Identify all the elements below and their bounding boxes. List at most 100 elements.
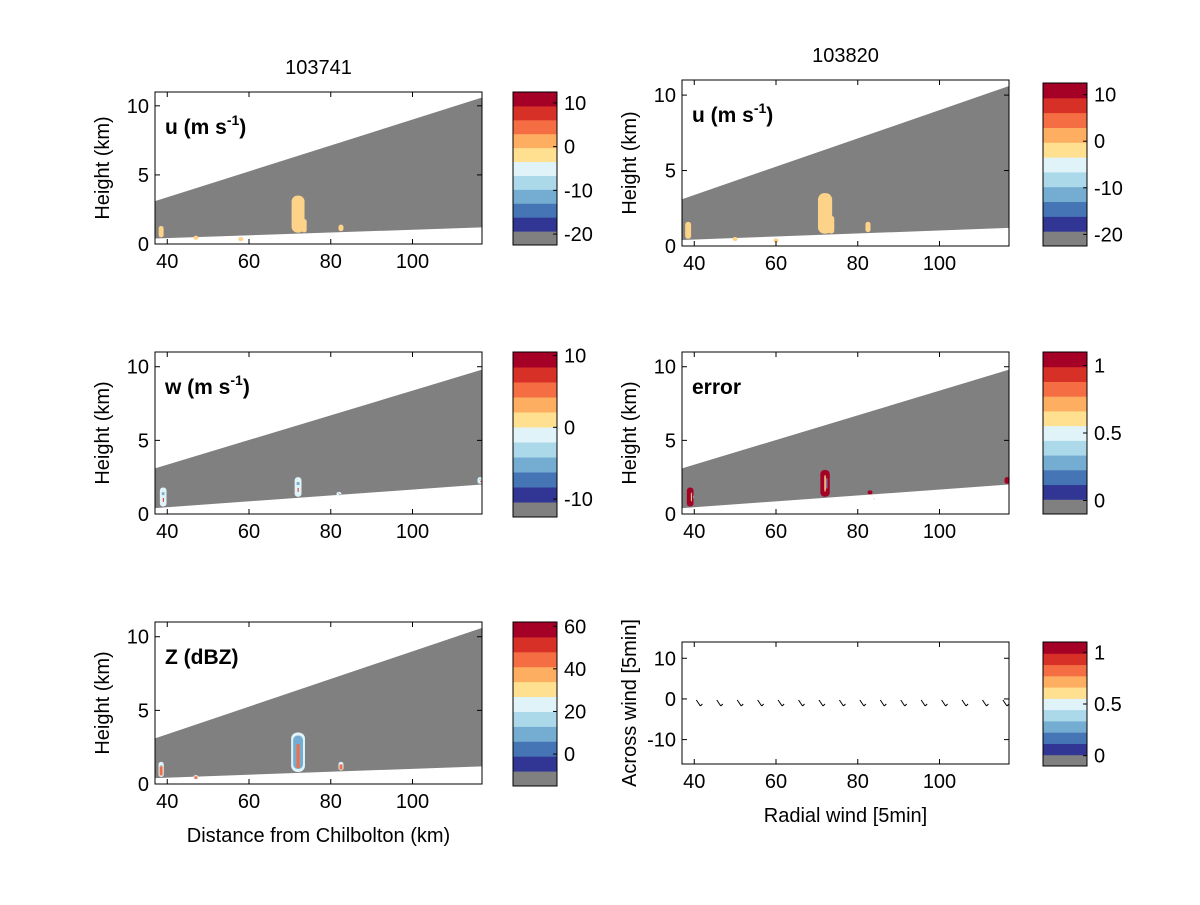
- error-core: [692, 495, 694, 499]
- wind-arrow: [961, 699, 967, 707]
- plot-area: [155, 97, 482, 242]
- colorbar-segment: [513, 133, 557, 149]
- colorbar-segment: [513, 412, 557, 428]
- error-ring: [824, 474, 826, 492]
- wind-arrow: [941, 699, 947, 707]
- colorbar-segment: [1043, 201, 1087, 217]
- x-tick-label: 60: [238, 251, 260, 273]
- x-tick-label: 100: [396, 251, 429, 273]
- colorbar-segment: [513, 666, 557, 683]
- x-tick-label: 100: [396, 521, 429, 543]
- colorbar-tick-label: 10: [564, 93, 586, 115]
- colorbar-segment: [513, 457, 557, 473]
- wind-arrow-head: [863, 703, 867, 707]
- colorbar-segment: [513, 189, 557, 204]
- wind-arrow: [838, 699, 844, 707]
- panel-label-text: u (m s: [692, 104, 754, 127]
- beam-swath: [155, 97, 482, 239]
- y-tick-label: 0: [665, 504, 676, 526]
- colorbar-tick-label: -10: [1094, 178, 1123, 200]
- wind-arrow: [1002, 699, 1008, 707]
- colorbar-segment: [513, 427, 557, 443]
- colorbar-segment: [513, 147, 557, 163]
- colorbar-tick-label: 40: [564, 659, 586, 681]
- colorbar-segment: [513, 161, 557, 176]
- wind-arrow: [818, 699, 824, 707]
- error-core: [826, 477, 828, 489]
- panel-label-closing: ): [243, 376, 250, 399]
- x-axis-label: Radial wind [5min]: [764, 805, 927, 827]
- wind-arrow-head: [924, 703, 928, 707]
- colorbar-segment: [1043, 698, 1087, 711]
- colorbar-segment: [1043, 440, 1087, 456]
- beam-swath: [682, 86, 1009, 240]
- wind-arrow: [777, 699, 783, 707]
- x-tick-label: 60: [765, 253, 787, 275]
- x-tick-label: 80: [847, 253, 869, 275]
- colorbar-segment: [1043, 743, 1087, 756]
- colorbar-segment: [513, 382, 557, 398]
- error-ring: [871, 495, 873, 497]
- colorbar-segment: [1043, 97, 1087, 114]
- colorbar-frame: [512, 351, 558, 518]
- axes-frame: [681, 351, 1010, 515]
- panel-label-superscript: -1: [754, 100, 767, 116]
- wind-arrow: [982, 699, 987, 707]
- updraft-core: [480, 480, 482, 483]
- wind-arrow-head: [822, 703, 826, 707]
- colorbar-segment: [513, 636, 557, 653]
- wind-arrow: [900, 699, 906, 707]
- panel-label-text: w (m s: [164, 376, 230, 399]
- beam-swath: [155, 627, 482, 779]
- x-tick-label: 80: [320, 251, 342, 273]
- error-ring: [690, 492, 692, 502]
- y-tick-label: 5: [138, 165, 149, 187]
- colorbar-tick-label: 0: [1094, 491, 1105, 513]
- colorbar-segment: [1043, 112, 1087, 128]
- colorbar-segment: [1043, 83, 1087, 99]
- colorbar-segment: [513, 119, 557, 135]
- colorbar-tick-label: 0: [1094, 131, 1105, 153]
- echo-cell: [336, 491, 342, 496]
- y-axis-label: Height (km): [92, 381, 114, 484]
- x-tick-label: 60: [238, 521, 260, 543]
- colorbar-segment: [513, 681, 557, 698]
- downdraft-core: [161, 492, 165, 496]
- wind-arrow-head: [740, 703, 744, 707]
- colorbar-segment: [1043, 720, 1087, 733]
- x-tick-label: 80: [320, 521, 342, 543]
- wind-arrow-head: [720, 703, 724, 707]
- wind-arrow: [859, 699, 865, 707]
- y-axis-label: Across wind [5min]: [619, 619, 641, 787]
- wind-arrow: [736, 699, 742, 707]
- colorbar-segment: [1043, 366, 1087, 382]
- colorbar-segment: [1043, 709, 1087, 722]
- colorbar-tick-label: 20: [564, 701, 586, 723]
- plot-area: [682, 86, 1009, 243]
- colorbar-tick-label: -10: [564, 489, 593, 511]
- panel-label: u (m s-1): [165, 112, 246, 139]
- wind-arrow-head: [883, 703, 887, 707]
- panel-label-text: Z (dBZ): [165, 646, 238, 669]
- x-tick-label: 80: [847, 771, 869, 793]
- panel-label: Z (dBZ): [165, 646, 238, 669]
- wind-arrow: [879, 699, 885, 707]
- x-tick-label: 60: [765, 521, 787, 543]
- colorbar-segment: [1043, 231, 1087, 247]
- colorbar-segment: [1043, 664, 1087, 677]
- colorbar-tick-label: 0: [564, 744, 575, 766]
- echo-cell: [1004, 477, 1009, 484]
- y-tick-label: 5: [138, 430, 149, 452]
- x-tick-label: 100: [923, 771, 956, 793]
- panel-label: w (m s-1): [164, 372, 250, 399]
- colorbar-frame: [1042, 82, 1088, 247]
- colorbar-segment: [1043, 186, 1087, 203]
- echo-cell: [773, 238, 779, 243]
- panel-label: error: [692, 376, 741, 399]
- x-tick-label: 40: [683, 521, 705, 543]
- y-tick-label: 0: [665, 689, 676, 711]
- axes-frame: [681, 641, 1010, 765]
- wind-arrow-head: [986, 703, 989, 707]
